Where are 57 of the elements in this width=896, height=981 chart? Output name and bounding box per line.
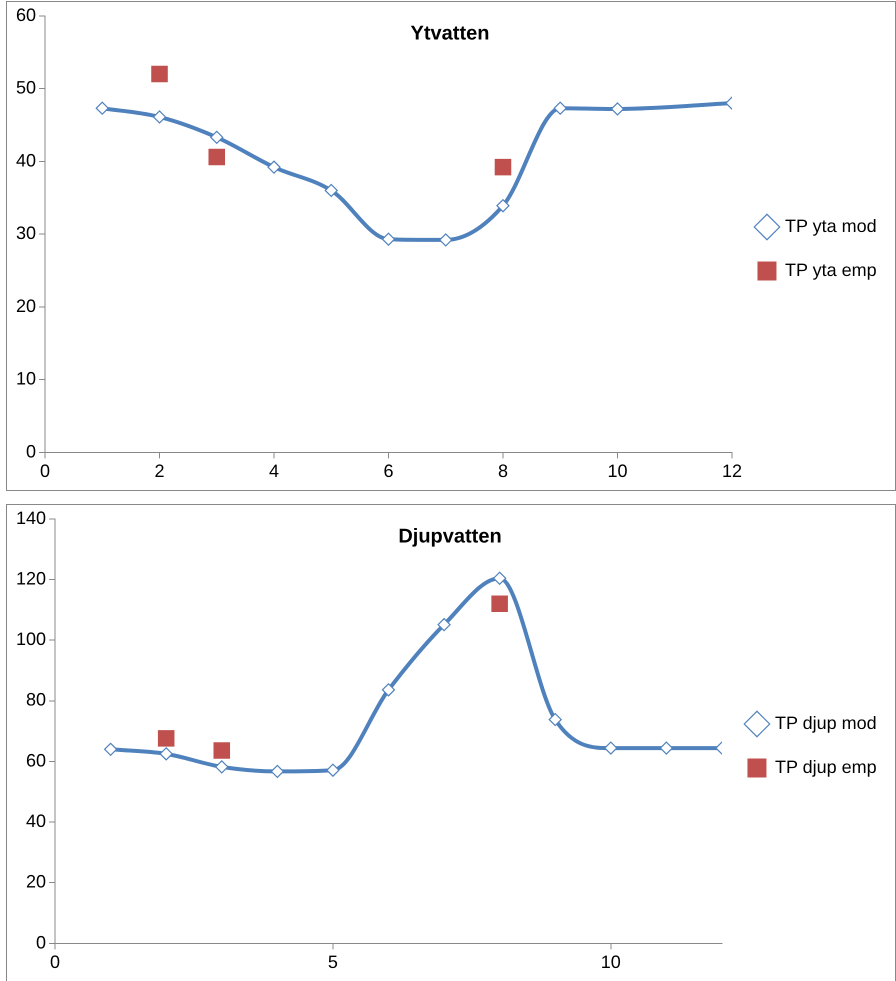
chart-title: Djupvatten (398, 525, 502, 548)
point (151, 66, 168, 82)
y-tick-label: 30 (16, 223, 36, 244)
point (158, 730, 174, 747)
point (439, 233, 452, 247)
x-tick-label: 0 (50, 952, 60, 972)
point (496, 199, 510, 212)
x-tick-label: 8 (498, 461, 508, 482)
x-tick-label: 10 (607, 461, 628, 482)
legend-label: TP yta emp (784, 260, 877, 280)
y-tick-label: 0 (36, 932, 46, 952)
x-tick-label: 5 (328, 952, 338, 972)
y-tick-label: 10 (16, 368, 36, 389)
point (267, 160, 281, 174)
point (382, 683, 396, 696)
x-tick-label: 2 (154, 461, 165, 482)
point (493, 572, 506, 585)
point (152, 110, 166, 124)
x-tick-label: 10 (600, 952, 621, 972)
point (610, 102, 624, 116)
point (96, 102, 109, 115)
x-tick-label: 4 (268, 461, 280, 482)
y-tick-label: 60 (26, 750, 46, 770)
y-tick-label: 20 (26, 872, 46, 892)
point (104, 742, 118, 756)
point (660, 741, 673, 755)
y-tick-label: 20 (16, 296, 36, 316)
y-tick-label: 140 (16, 508, 46, 528)
point (213, 742, 230, 759)
y-tick-label: 50 (16, 78, 36, 98)
point (215, 760, 228, 774)
chart-title: Ytvatten (410, 22, 490, 44)
point (326, 764, 340, 777)
legend-label: TP djup emp (774, 756, 877, 777)
y-tick-label: 120 (16, 568, 46, 588)
y-tick-label: 60 (16, 4, 36, 25)
legend-label: TP yta mod (784, 216, 877, 236)
point (437, 618, 451, 632)
y-tick-label: 100 (16, 629, 46, 650)
point (494, 158, 512, 176)
legend-label: TP djup mod (774, 712, 877, 733)
y-tick-label: 40 (26, 811, 46, 832)
point (270, 764, 284, 778)
point (604, 741, 618, 755)
point (324, 184, 338, 198)
point (382, 232, 396, 246)
x-tick-label: 12 (722, 461, 742, 482)
point (548, 712, 562, 726)
point (208, 148, 226, 166)
x-tick-label: 6 (383, 461, 394, 482)
y-tick-label: 40 (16, 150, 36, 170)
y-tick-label: 0 (26, 441, 36, 462)
point (160, 747, 173, 760)
point (554, 102, 567, 115)
point (210, 130, 224, 144)
y-tick-label: 80 (26, 690, 46, 710)
point (491, 595, 508, 612)
